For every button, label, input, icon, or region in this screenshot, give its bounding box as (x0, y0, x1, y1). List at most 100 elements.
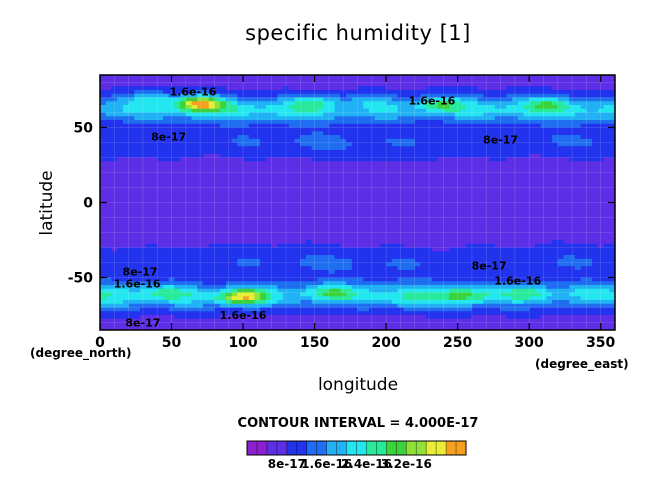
field-cell (460, 247, 467, 252)
field-cell (460, 202, 467, 207)
field-cell (609, 165, 615, 170)
field-cell (220, 161, 227, 166)
field-cell (597, 202, 604, 207)
field-cell (191, 75, 198, 80)
field-cell (128, 127, 135, 132)
field-cell (466, 183, 473, 188)
field-cell (294, 228, 301, 233)
field-cell (277, 75, 284, 80)
field-cell (409, 135, 416, 140)
field-cell (500, 195, 507, 200)
field-cell (586, 135, 593, 140)
field-cell (460, 101, 467, 106)
field-cell (260, 236, 267, 241)
field-cell (414, 176, 421, 181)
field-cell (180, 86, 187, 91)
field-cell (592, 82, 599, 87)
field-cell (185, 150, 192, 155)
field-cell (214, 123, 221, 128)
field-cell (609, 176, 615, 181)
field-cell (157, 273, 164, 278)
field-cell (534, 120, 542, 125)
field-cell (157, 127, 164, 132)
field-cell (557, 191, 564, 196)
field-cell (489, 161, 496, 166)
field-cell (557, 198, 564, 203)
field-cell (346, 93, 353, 98)
field-cell (363, 78, 370, 83)
field-cell (597, 251, 604, 256)
field-cell (162, 228, 170, 233)
field-cell (174, 225, 181, 230)
field-cell (363, 168, 370, 173)
field-cell (294, 153, 301, 158)
field-cell (317, 198, 324, 203)
field-cell (340, 153, 347, 158)
field-cell (460, 86, 467, 91)
field-cell (134, 243, 141, 248)
field-cell (122, 142, 130, 147)
field-cell (471, 232, 479, 237)
field-cell (214, 161, 221, 166)
field-cell (340, 90, 347, 95)
field-cell (363, 131, 370, 136)
field-cell (351, 258, 358, 263)
field-cell (552, 198, 559, 203)
field-cell (477, 262, 484, 267)
field-cell (397, 138, 404, 143)
field-cell (306, 202, 313, 207)
field-cell (529, 180, 536, 185)
field-cell (506, 228, 513, 233)
field-cell (231, 217, 238, 222)
field-cell (597, 135, 604, 140)
field-cell (597, 240, 604, 245)
field-cell (180, 93, 187, 98)
field-cell (586, 232, 593, 237)
field-cell (454, 262, 461, 267)
field-cell (243, 191, 250, 196)
field-cell (471, 82, 479, 87)
field-cell (391, 180, 398, 185)
field-cell (437, 262, 444, 267)
field-cell (380, 202, 387, 207)
field-cell (145, 150, 152, 155)
field-cell (449, 255, 456, 260)
field-cell (174, 131, 181, 136)
field-cell (494, 210, 501, 215)
field-cell (294, 142, 301, 147)
field-cell (208, 180, 215, 185)
field-cell (368, 150, 376, 155)
field-cell (597, 183, 604, 188)
field-cell (197, 232, 204, 237)
field-cell (151, 183, 158, 188)
field-cell (437, 78, 444, 83)
field-cell (477, 210, 484, 215)
field-cell (151, 191, 158, 196)
field-cell (311, 165, 318, 170)
field-cell (483, 258, 490, 263)
field-cell (237, 90, 244, 95)
field-cell (506, 75, 513, 80)
field-cell (569, 240, 576, 245)
field-cell (237, 120, 244, 125)
field-cell (414, 146, 421, 151)
field-cell (403, 228, 410, 233)
field-cell (317, 232, 324, 237)
field-cell (311, 82, 318, 87)
field-cell (409, 213, 416, 218)
field-cell (494, 105, 501, 110)
field-cell (277, 277, 284, 282)
field-cell (523, 217, 530, 222)
field-cell (477, 198, 484, 203)
field-cell (523, 105, 530, 110)
field-cell (243, 135, 250, 140)
field-cell (214, 198, 221, 203)
field-cell (477, 93, 484, 98)
field-cell (368, 232, 376, 237)
field-cell (609, 236, 615, 241)
field-cell (271, 258, 278, 263)
field-cell (288, 225, 295, 230)
field-cell (586, 277, 593, 282)
field-cell (277, 131, 284, 136)
field-cell (409, 101, 416, 106)
